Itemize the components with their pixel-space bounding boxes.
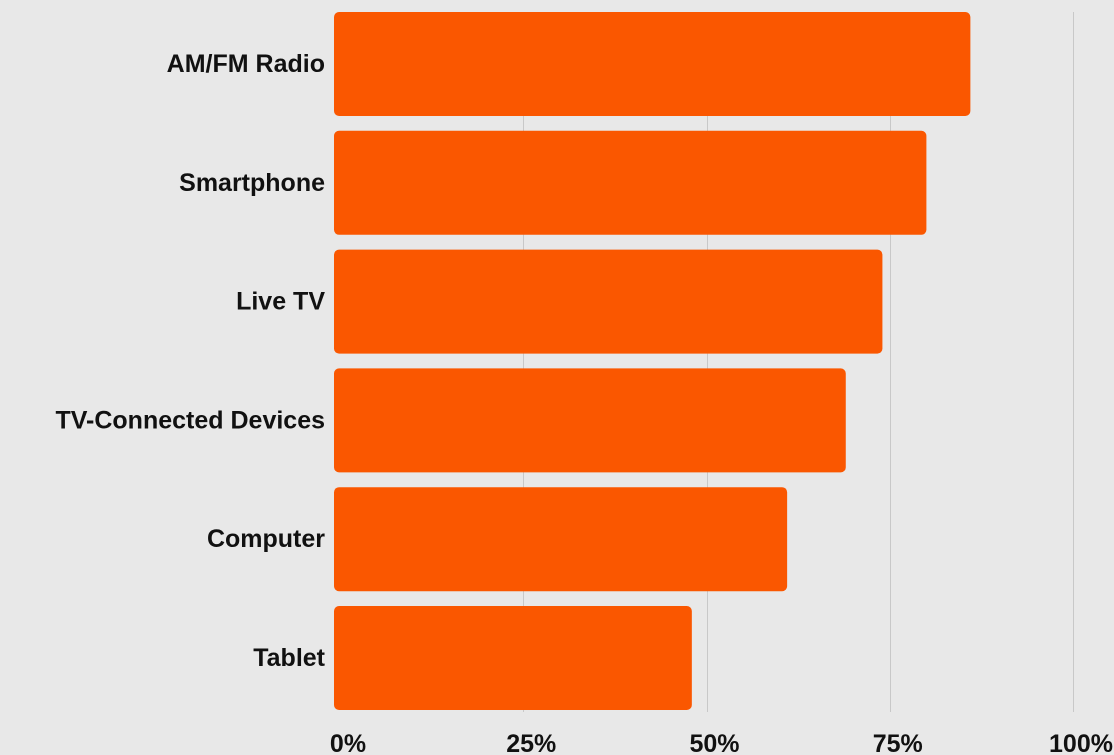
bar-smartphone <box>334 130 927 235</box>
bars <box>334 12 971 710</box>
category-labels: AM/FM Radio Smartphone Live TV TV-Connected… <box>55 50 325 672</box>
gridlines <box>523 12 1074 712</box>
category-label: Computer <box>207 525 325 553</box>
x-axis-tick-labels: 0% 25% 50% 75% 100% <box>330 730 1113 755</box>
bar-computer <box>334 487 788 592</box>
x-tick-label: 50% <box>689 730 739 755</box>
category-label: Smartphone <box>179 169 325 197</box>
category-label: Tablet <box>253 644 325 672</box>
bar-am-fm-radio <box>334 12 971 116</box>
x-tick-label: 100% <box>1049 730 1113 755</box>
bar-tv-connected-devices <box>334 368 846 473</box>
x-tick-label: 75% <box>873 730 923 755</box>
x-tick-label: 25% <box>506 730 556 755</box>
x-tick-label: 0% <box>330 730 366 755</box>
category-label: Live TV <box>236 288 325 316</box>
bar-live-tv <box>334 249 883 354</box>
category-label: TV-Connected Devices <box>55 406 325 434</box>
category-label: AM/FM Radio <box>167 50 325 78</box>
bar-tablet <box>334 606 692 710</box>
